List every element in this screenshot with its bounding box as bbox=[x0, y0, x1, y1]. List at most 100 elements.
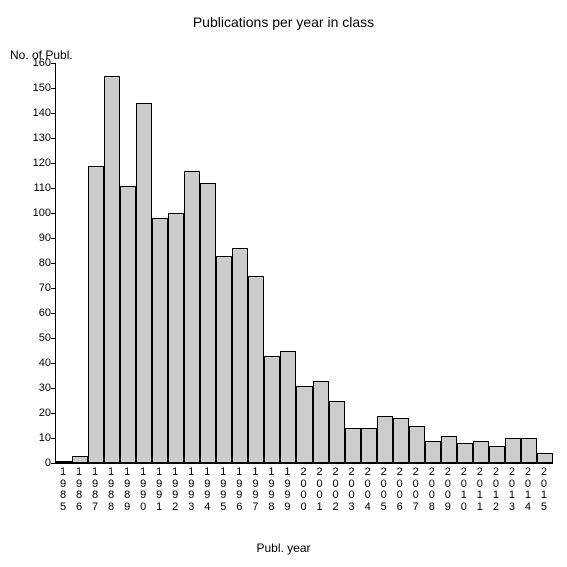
chart-container: Publications per year in class No. of Pu… bbox=[0, 0, 567, 567]
y-tick bbox=[51, 188, 55, 189]
y-tick-label: 60 bbox=[21, 307, 51, 319]
bar bbox=[264, 356, 280, 464]
y-tick bbox=[51, 288, 55, 289]
y-tick bbox=[51, 463, 55, 464]
x-tick-label: 1998 bbox=[266, 467, 276, 513]
y-tick bbox=[51, 388, 55, 389]
bar bbox=[521, 438, 537, 463]
y-tick-label: 80 bbox=[21, 257, 51, 269]
y-tick bbox=[51, 138, 55, 139]
x-tick-label: 2013 bbox=[507, 467, 517, 513]
bar bbox=[441, 436, 457, 464]
bar bbox=[88, 166, 104, 464]
x-tick-label: 2014 bbox=[523, 467, 533, 513]
x-tick-label: 2015 bbox=[539, 467, 549, 513]
bar bbox=[136, 103, 152, 463]
y-tick bbox=[51, 263, 55, 264]
y-tick-label: 0 bbox=[21, 457, 51, 469]
bar bbox=[56, 461, 72, 464]
y-tick bbox=[51, 113, 55, 114]
x-tick-label: 2001 bbox=[315, 467, 325, 513]
bar bbox=[232, 248, 248, 463]
y-tick bbox=[51, 163, 55, 164]
y-tick-label: 150 bbox=[21, 82, 51, 94]
bar bbox=[409, 426, 425, 464]
y-tick-label: 90 bbox=[21, 232, 51, 244]
x-tick-label: 1995 bbox=[218, 467, 228, 513]
bar bbox=[104, 76, 120, 464]
y-tick bbox=[51, 338, 55, 339]
x-tick-label: 1999 bbox=[282, 467, 292, 513]
y-tick-label: 110 bbox=[21, 182, 51, 194]
x-tick-label: 2005 bbox=[379, 467, 389, 513]
y-tick-label: 20 bbox=[21, 407, 51, 419]
x-tick-label: 2010 bbox=[459, 467, 469, 513]
bar bbox=[120, 186, 136, 464]
x-tick-label: 2002 bbox=[331, 467, 341, 513]
y-tick bbox=[51, 363, 55, 364]
x-tick-label: 1987 bbox=[90, 467, 100, 513]
bar bbox=[393, 418, 409, 463]
x-tick-label: 2003 bbox=[347, 467, 357, 513]
x-tick-label: 2000 bbox=[299, 467, 309, 513]
x-axis-title: Publ. year bbox=[0, 541, 567, 555]
bar bbox=[489, 446, 505, 464]
chart-title: Publications per year in class bbox=[0, 14, 567, 30]
y-tick-label: 10 bbox=[21, 432, 51, 444]
bar bbox=[505, 438, 521, 463]
plot-area bbox=[55, 63, 553, 464]
x-tick-label: 1988 bbox=[106, 467, 116, 513]
x-tick-label: 2007 bbox=[411, 467, 421, 513]
y-tick-label: 100 bbox=[21, 207, 51, 219]
x-tick-label: 1992 bbox=[170, 467, 180, 513]
bar bbox=[329, 401, 345, 464]
y-tick bbox=[51, 88, 55, 89]
bar bbox=[72, 456, 88, 464]
y-tick-label: 40 bbox=[21, 357, 51, 369]
bar bbox=[537, 453, 553, 463]
bar bbox=[425, 441, 441, 464]
bar bbox=[377, 416, 393, 464]
y-tick-label: 140 bbox=[21, 107, 51, 119]
x-tick-label: 1985 bbox=[58, 467, 68, 513]
bar bbox=[457, 443, 473, 463]
bar bbox=[473, 441, 489, 464]
y-tick bbox=[51, 238, 55, 239]
y-tick bbox=[51, 63, 55, 64]
bar bbox=[152, 218, 168, 463]
bar bbox=[280, 351, 296, 464]
x-tick-label: 2012 bbox=[491, 467, 501, 513]
bar bbox=[345, 428, 361, 463]
y-tick-label: 50 bbox=[21, 332, 51, 344]
y-tick-label: 70 bbox=[21, 282, 51, 294]
bar bbox=[184, 171, 200, 464]
x-tick-label: 2011 bbox=[475, 467, 485, 513]
y-tick bbox=[51, 438, 55, 439]
x-tick-label: 1991 bbox=[154, 467, 164, 513]
x-tick-label: 2009 bbox=[443, 467, 453, 513]
y-tick-label: 120 bbox=[21, 157, 51, 169]
x-tick-label: 1994 bbox=[202, 467, 212, 513]
bar bbox=[296, 386, 312, 464]
x-tick-label: 1986 bbox=[74, 467, 84, 513]
x-tick-label: 2008 bbox=[427, 467, 437, 513]
y-tick bbox=[51, 413, 55, 414]
y-tick bbox=[51, 213, 55, 214]
bar bbox=[200, 183, 216, 463]
y-tick-label: 30 bbox=[21, 382, 51, 394]
x-tick-label: 1993 bbox=[186, 467, 196, 513]
x-tick-label: 1989 bbox=[122, 467, 132, 513]
y-tick-label: 160 bbox=[21, 57, 51, 69]
x-tick-label: 2006 bbox=[395, 467, 405, 513]
y-tick-label: 130 bbox=[21, 132, 51, 144]
bar bbox=[168, 213, 184, 463]
x-tick-label: 1996 bbox=[234, 467, 244, 513]
bar bbox=[248, 276, 264, 464]
bar bbox=[361, 428, 377, 463]
x-tick-label: 2004 bbox=[363, 467, 373, 513]
bar bbox=[216, 256, 232, 464]
x-tick-label: 1990 bbox=[138, 467, 148, 513]
y-tick bbox=[51, 313, 55, 314]
x-tick-label: 1997 bbox=[250, 467, 260, 513]
bar bbox=[313, 381, 329, 464]
